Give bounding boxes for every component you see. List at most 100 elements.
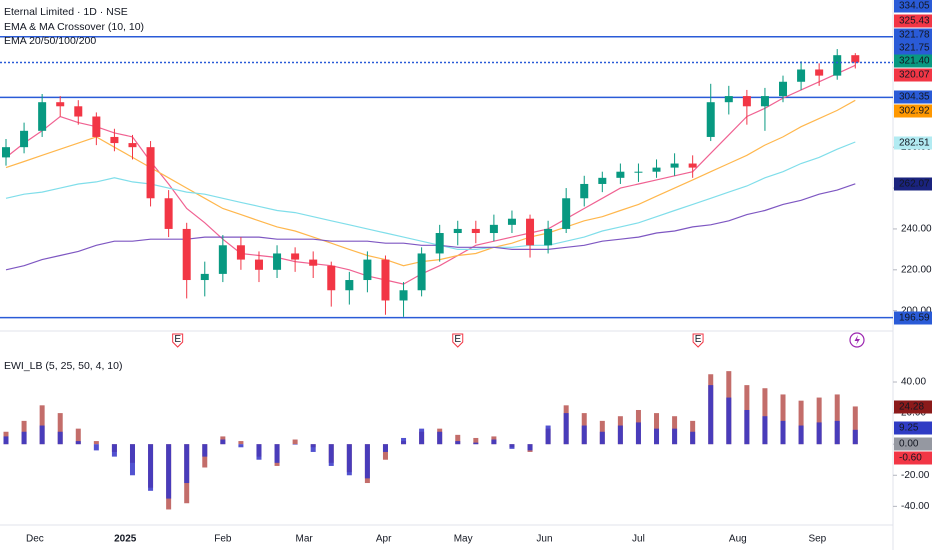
price-tag	[894, 14, 932, 28]
price-tag-label: 325.43	[899, 16, 930, 27]
price-tag-label: 321.78	[899, 30, 930, 41]
candle-body	[779, 81, 788, 97]
histogram-bar	[708, 385, 714, 445]
histogram-bar	[599, 431, 605, 445]
candle-body	[399, 290, 408, 301]
candle-body	[833, 55, 842, 76]
value-tag-label: 0.00	[899, 439, 919, 450]
price-tag-label: 321.75	[899, 43, 930, 54]
earnings-marker	[452, 333, 464, 348]
x-tick-label: Aug	[729, 534, 747, 545]
x-tick-label: May	[454, 534, 473, 545]
candle-body	[742, 96, 751, 107]
oscillator-legend[interactable]: EWI_LB (5, 25, 50, 4, 10)	[4, 360, 122, 372]
y-tick-label: 200.00	[901, 305, 932, 316]
candle-body	[254, 259, 263, 270]
y-tick-label: 220.00	[901, 264, 932, 275]
price-tag-label: 282.51	[899, 138, 930, 149]
histogram-bar	[852, 406, 858, 445]
candle-body	[797, 69, 806, 82]
candle-body	[489, 224, 498, 234]
histogram-bar	[129, 444, 135, 476]
x-tick-label: Jul	[632, 534, 645, 545]
candle-body	[851, 55, 860, 63]
candle-body	[562, 198, 571, 229]
histogram-bar	[328, 444, 334, 466]
candle-body	[92, 116, 101, 137]
histogram-bar	[184, 444, 190, 484]
candle-body	[56, 102, 65, 107]
histogram-bar	[762, 416, 768, 445]
candle-body	[616, 171, 625, 178]
histogram-bar	[852, 429, 858, 445]
histogram-bar	[39, 405, 45, 445]
histogram-bar	[39, 425, 45, 445]
x-tick-label: Apr	[376, 534, 392, 545]
lightning-icon[interactable]	[849, 332, 865, 348]
histogram-bar	[545, 425, 551, 445]
candle-body	[74, 106, 83, 117]
candle-body	[273, 253, 282, 270]
histogram-bar	[473, 437, 479, 445]
price-tag-label: 262.07	[899, 179, 930, 190]
histogram-bar	[509, 444, 515, 449]
histogram-bar	[274, 444, 280, 463]
price-tag-label: 304.35	[899, 92, 930, 103]
histogram-bar	[780, 420, 786, 445]
histogram-bar	[57, 413, 63, 445]
histogram-bar	[292, 444, 298, 445]
price-tag	[894, 28, 932, 42]
symbol-title[interactable]: Eternal Limited · 1D · NSE	[4, 6, 128, 18]
price-tag-label: 196.59	[899, 313, 930, 324]
price-tag	[894, 311, 932, 325]
value-tag	[894, 437, 932, 451]
histogram-bar	[581, 425, 587, 445]
histogram-bar	[690, 431, 696, 445]
price-tag-label: 320.07	[899, 70, 930, 81]
x-tick-label: 2025	[114, 534, 137, 545]
value-tag-label: -0.60	[899, 453, 922, 464]
indicator-legend[interactable]: EMA 20/50/100/200	[4, 35, 96, 47]
histogram-bar	[455, 434, 461, 445]
candle-body	[507, 218, 516, 225]
histogram-bar	[111, 444, 117, 457]
price-tag-label: 302.92	[899, 106, 930, 117]
indicator-legend[interactable]: EMA & MA Crossover (10, 10)	[4, 21, 144, 33]
candle-body	[236, 245, 245, 260]
candle-body	[435, 233, 444, 254]
x-tick-label: Mar	[296, 534, 314, 545]
histogram-bar	[148, 444, 154, 491]
y-tick-label: 240.00	[901, 224, 932, 235]
histogram-bar	[220, 439, 226, 445]
histogram-bar	[93, 441, 99, 445]
x-tick-label: Jun	[536, 534, 552, 545]
histogram-bar	[166, 444, 172, 499]
histogram-bar	[57, 431, 63, 445]
price-tag	[894, 41, 932, 55]
value-tag	[894, 400, 932, 414]
candle-body	[2, 147, 10, 158]
candle-body	[453, 228, 462, 234]
price-tag	[894, 68, 932, 82]
x-tick-label: Sep	[808, 534, 826, 545]
histogram-bar	[75, 441, 81, 445]
histogram-bar	[238, 441, 244, 445]
histogram-bar	[798, 400, 804, 445]
candle-body	[544, 228, 553, 246]
x-tick-label: Feb	[214, 534, 232, 545]
histogram-bar	[238, 444, 244, 448]
histogram-bar	[310, 444, 316, 452]
price-tag	[894, 54, 932, 68]
candle-body	[815, 69, 824, 76]
histogram-bar	[654, 428, 660, 445]
y-tick-label: -20.00	[901, 470, 930, 481]
histogram-bar	[202, 444, 208, 457]
price-tag-label: 321.40	[899, 56, 930, 67]
candle-body	[38, 102, 47, 131]
histogram-bar	[527, 444, 533, 451]
candle-body	[580, 183, 589, 199]
histogram-bar	[491, 439, 497, 445]
histogram-bar	[364, 444, 370, 479]
candle-body	[634, 171, 643, 173]
